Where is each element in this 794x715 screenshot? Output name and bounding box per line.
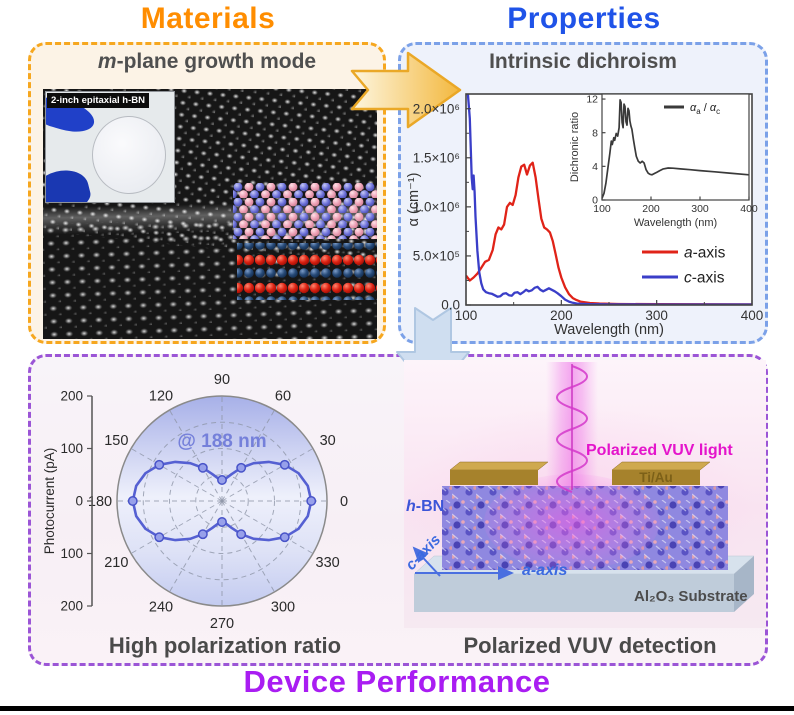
svg-text:0: 0 <box>75 494 83 509</box>
materials-to-properties-arrow <box>350 51 462 129</box>
device-schematic-drawing <box>412 362 755 612</box>
svg-text:Wavelength (nm): Wavelength (nm) <box>634 217 717 229</box>
svg-text:210: 210 <box>104 555 128 571</box>
polarized-light-label: Polarized VUV light <box>586 442 733 459</box>
svg-text:a-axis: a-axis <box>684 244 726 261</box>
hbn-atomic-model <box>233 183 377 239</box>
svg-text:120: 120 <box>149 388 173 404</box>
svg-text:30: 30 <box>320 433 336 449</box>
sapphire-atomic-model <box>237 243 377 300</box>
beam-wave <box>556 365 588 493</box>
right-electrode <box>612 470 700 485</box>
hbn-italic-h: h <box>406 498 416 515</box>
svg-text:240: 240 <box>149 600 173 616</box>
svg-text:4: 4 <box>592 161 598 173</box>
svg-text:0: 0 <box>340 494 348 510</box>
svg-text:c-axis: c-axis <box>684 269 725 286</box>
device-schematic-caption: Polarized VUV detection <box>463 633 717 658</box>
svg-text:200: 200 <box>550 308 573 323</box>
svg-text:Photocurrent (pA): Photocurrent (pA) <box>42 448 57 555</box>
svg-text:400: 400 <box>741 308 764 323</box>
materials-panel-header: m-plane growth mode <box>31 50 383 74</box>
svg-text:100: 100 <box>60 546 83 561</box>
svg-text:300: 300 <box>271 600 295 616</box>
svg-text:60: 60 <box>275 388 291 404</box>
svg-text:2.0×10⁶: 2.0×10⁶ <box>413 101 460 116</box>
polar-plot-caption: High polarization ratio <box>108 633 342 658</box>
svg-text:90: 90 <box>214 372 230 388</box>
bottom-rule <box>0 706 794 711</box>
substrate-label: Al₂O₃ Substrate <box>634 588 748 605</box>
device-schematic: Polarized VUV light Ti/Au h-BN c-axis a-… <box>402 360 766 628</box>
svg-text:200: 200 <box>60 389 83 404</box>
svg-text:150: 150 <box>104 433 128 449</box>
hbn-wafer <box>92 116 167 195</box>
left-electrode <box>450 470 538 485</box>
svg-text:200: 200 <box>642 203 660 215</box>
atomic-models-overlay <box>233 183 377 300</box>
a-axis-label: a-axis <box>522 562 568 579</box>
svg-text:100: 100 <box>593 203 611 215</box>
svg-text:Dichronic ratio: Dichronic ratio <box>569 112 581 182</box>
materials-section-title: Materials <box>140 2 276 35</box>
beam-glow-on-lattice <box>484 474 660 570</box>
svg-text:1.5×10⁶: 1.5×10⁶ <box>413 150 460 165</box>
svg-text:300: 300 <box>645 308 668 323</box>
substrate-side-face <box>734 556 754 612</box>
header-italic-m: m <box>97 50 117 73</box>
left-electrode-top <box>449 461 549 471</box>
svg-text:270: 270 <box>210 616 234 632</box>
substrate-front-face <box>414 574 734 612</box>
svg-text:400: 400 <box>740 203 758 215</box>
polar-photocurrent-chart: 0 30 60 90 120 150 180 210 240 270 300 330 @ 188 nm 2… <box>42 372 348 632</box>
tiau-electrode-label: Ti/Au <box>639 470 673 485</box>
hbn-rest: -BN <box>415 498 445 515</box>
svg-text:180: 180 <box>88 494 112 510</box>
wafer-photo-inset: 2-inch epitaxial h-BN <box>45 91 175 203</box>
svg-text:@ 188 nm: @ 188 nm <box>177 431 266 452</box>
properties-section-title: Properties <box>507 2 661 35</box>
header-rest: -plane growth mode <box>116 50 317 73</box>
svg-text:330: 330 <box>316 555 340 571</box>
svg-text:αa / αc: αa / αc <box>690 102 720 116</box>
svg-text:1.0×10⁶: 1.0×10⁶ <box>413 199 460 214</box>
device-performance-title: Device Performance <box>243 664 551 699</box>
right-electrode-top <box>611 461 711 471</box>
svg-text:0: 0 <box>592 195 598 207</box>
hbn-material-label: h-BN <box>406 498 444 516</box>
dichroic-ratio-inset-chart: 100 200 300 400 0 4 8 12 Wavelength (nm) Dichroni… <box>569 93 758 229</box>
right-arrow-shape <box>350 51 462 129</box>
glove-finger-bottom <box>46 164 94 202</box>
svg-text:0.0: 0.0 <box>441 298 460 313</box>
svg-text:5.0×10⁵: 5.0×10⁵ <box>413 249 460 264</box>
svg-text:8: 8 <box>592 127 598 139</box>
svg-text:Wavelength (nm): Wavelength (nm) <box>554 322 664 338</box>
svg-text:100: 100 <box>60 441 83 456</box>
svg-text:300: 300 <box>691 203 709 215</box>
svg-text:12: 12 <box>586 94 598 106</box>
tem-image: 2-inch epitaxial h-BN <box>43 89 377 339</box>
svg-text:100: 100 <box>455 308 478 323</box>
properties-panel-header: Intrinsic dichroism <box>489 50 677 73</box>
svg-text:200: 200 <box>60 599 83 614</box>
svg-text:α (cm⁻¹): α (cm⁻¹) <box>406 173 422 227</box>
materials-panel: m-plane growth mode <box>28 42 386 344</box>
c-axis-arrow <box>412 546 441 577</box>
wafer-inset-label: 2-inch epitaxial h-BN <box>47 93 149 108</box>
